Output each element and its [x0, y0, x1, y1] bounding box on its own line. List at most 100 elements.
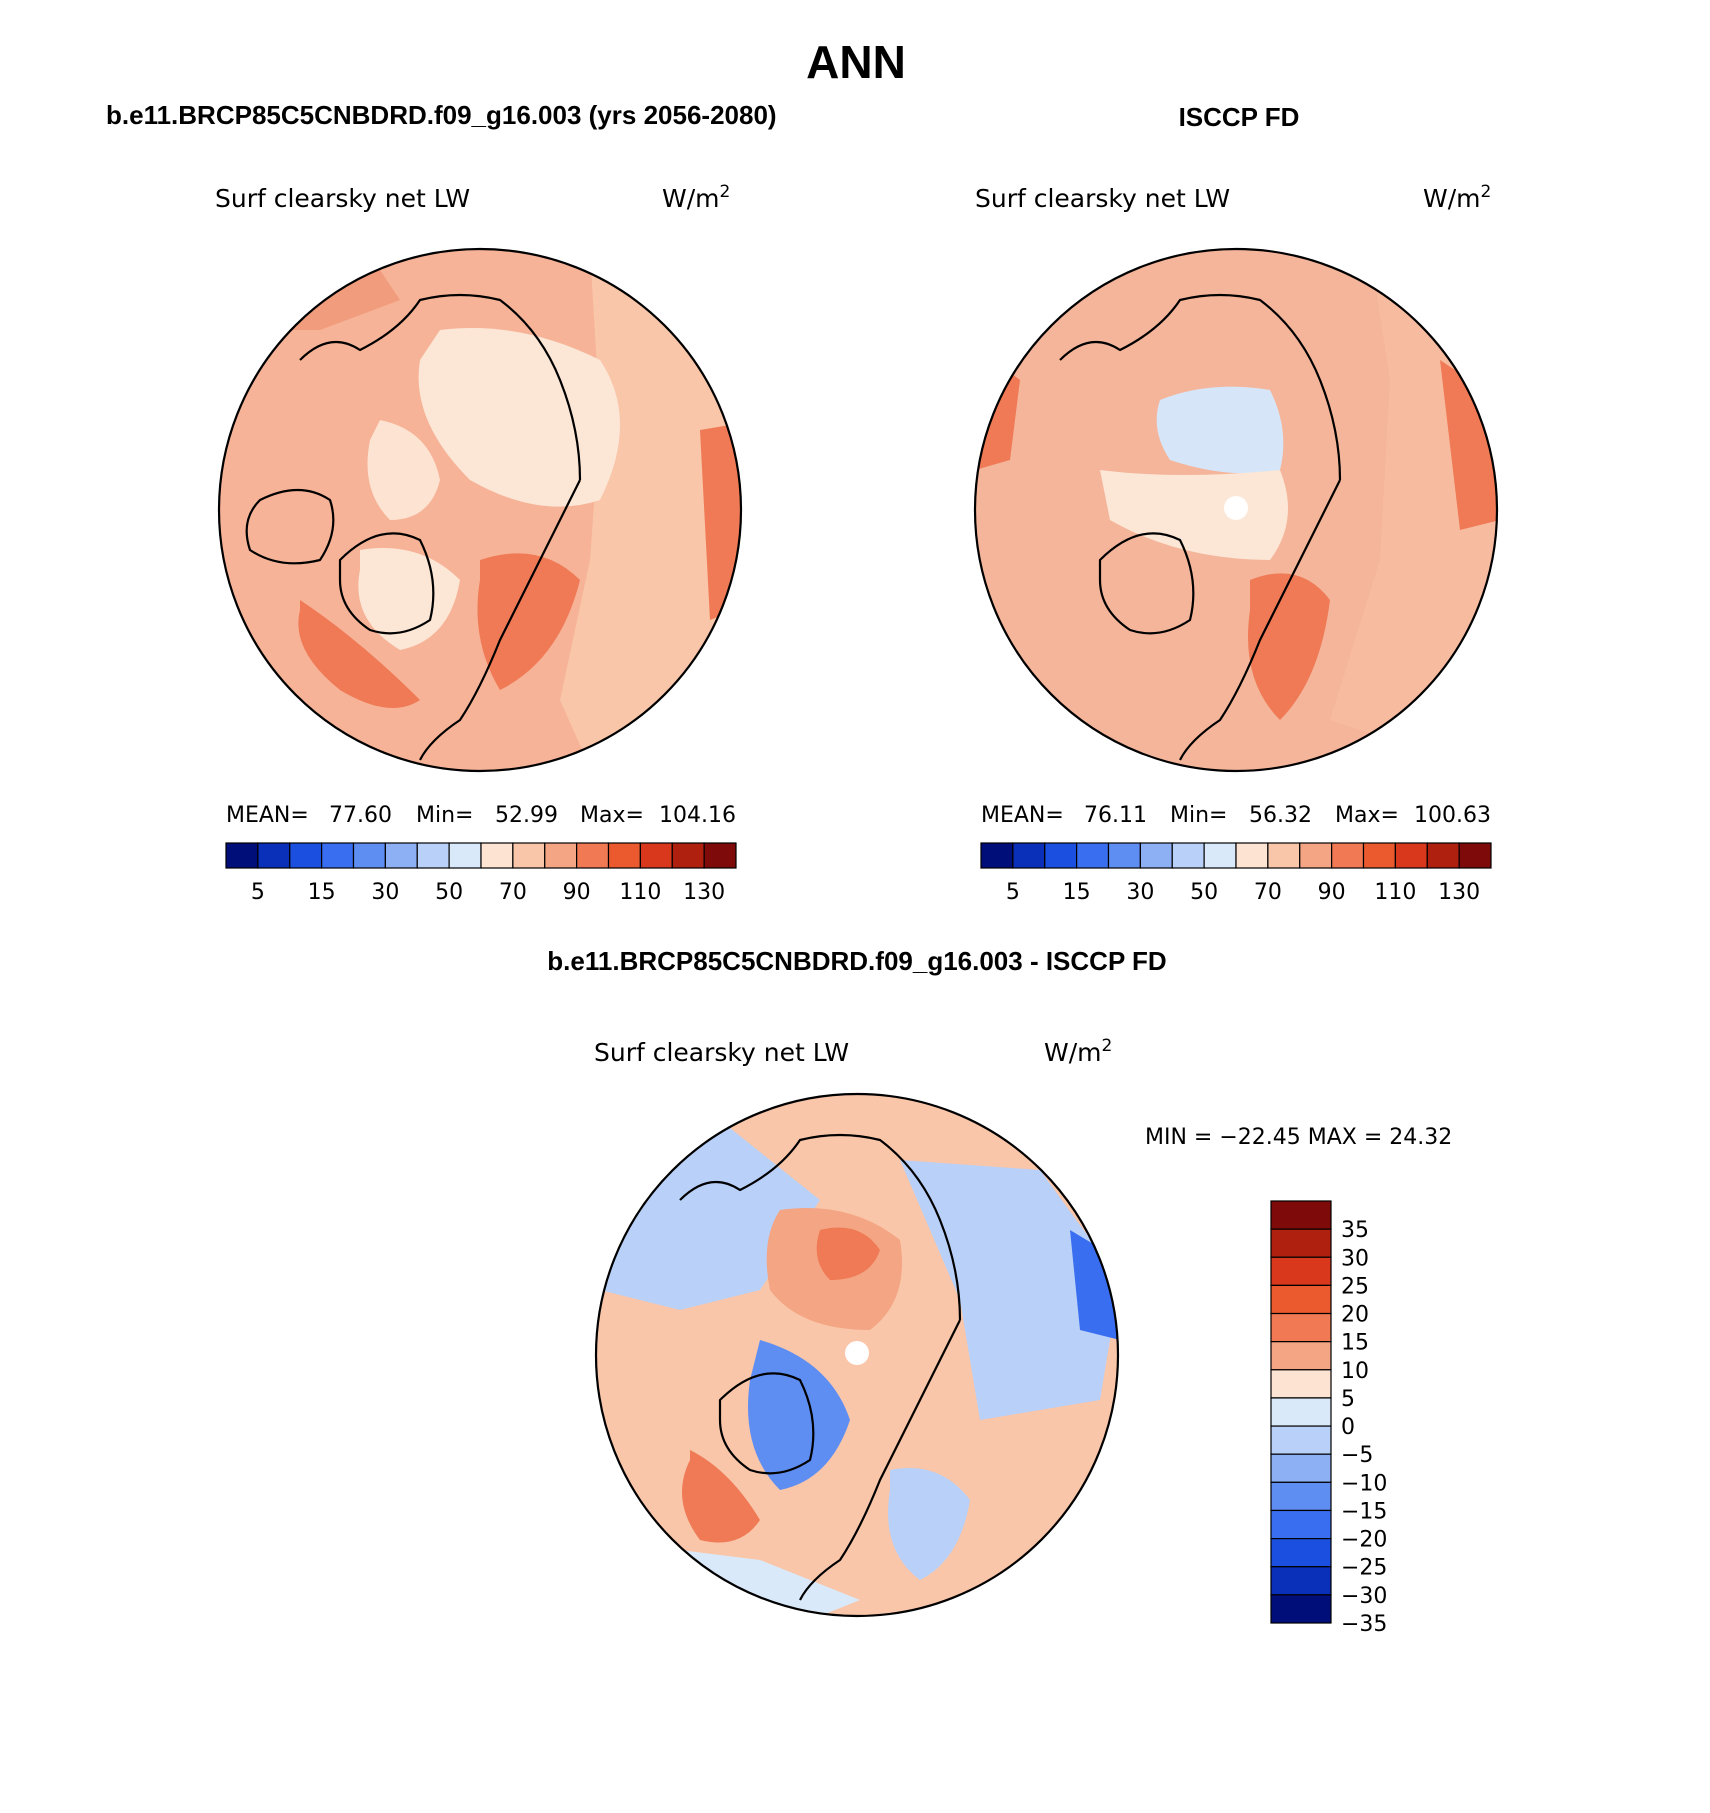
map-field-arctic: [418, 328, 620, 507]
colorbar-tick-label: 50: [1190, 880, 1218, 905]
coastline-canada-a: [245, 489, 335, 565]
colorbar-swatch: [1270, 1312, 1332, 1343]
stat-max-value: 104.16: [659, 803, 736, 828]
panel-diff-map: [596, 1094, 1118, 1616]
colorbar-tick-label: 10: [1341, 1359, 1369, 1384]
colorbar-tick-label: −20: [1341, 1528, 1387, 1553]
panel-obs-units: W/m2: [1423, 182, 1491, 213]
colorbar-swatch: [1458, 842, 1492, 869]
colorbar-swatch: [480, 842, 514, 869]
colorbar-tick-label: 70: [1254, 880, 1282, 905]
colorbar-swatch: [1299, 842, 1333, 869]
stat-mean-label: MEAN=: [981, 803, 1064, 828]
colorbar-swatch: [1270, 1228, 1332, 1258]
panel-obs: ISCCP FD Surf clearsky net LW W/m2 MEAN=…: [973, 102, 1499, 905]
panel-diff-map-border: [594, 1092, 1120, 1618]
panel-diff-units: W/m2: [1044, 1036, 1112, 1067]
stat-min-value: 52.99: [495, 803, 558, 828]
panel-diff-pole-gap: [845, 1341, 869, 1365]
colorbar-swatch: [1270, 1453, 1332, 1483]
coastline-c: [679, 1133, 962, 1601]
colorbar-swatch: [1394, 842, 1428, 869]
coastline-greenland-a: [338, 532, 435, 635]
panel-model-colorbar: 5 15 30 50 70 90 110 130: [225, 842, 737, 905]
colorbar-swatch: [980, 842, 1014, 869]
map-field-greenland: [748, 1340, 850, 1490]
colorbar-swatch: [1044, 842, 1078, 869]
colorbar-swatch: [1270, 1256, 1332, 1287]
panel-obs-title: ISCCP FD: [1179, 102, 1300, 132]
colorbar-swatch: [1270, 1537, 1332, 1568]
colorbar-swatch: [1139, 842, 1173, 869]
colorbar-swatch: [1270, 1369, 1332, 1399]
colorbar-tick-label: 110: [1374, 880, 1416, 905]
colorbar-tick-label: 50: [435, 880, 463, 905]
colorbar-tick-label: 35: [1341, 1218, 1369, 1243]
colorbar-swatch: [1331, 842, 1365, 869]
colorbar-swatch: [1267, 842, 1301, 869]
colorbar-swatch: [703, 842, 737, 869]
colorbar-tick-label: 15: [1063, 880, 1091, 905]
stat-min-value: 56.32: [1249, 803, 1312, 828]
colorbar-swatch: [1235, 842, 1269, 869]
panel-model-units: W/m2: [662, 182, 730, 213]
colorbar-tick-label: 15: [1341, 1331, 1369, 1356]
map-field-arctic-max: [816, 1227, 880, 1280]
coastline-greenland-b: [1098, 532, 1195, 635]
panel-model-variable: Surf clearsky net LW: [215, 184, 470, 213]
map-field-east-pacific: [700, 420, 741, 620]
colorbar-swatch: [257, 842, 291, 869]
colorbar-tick-label: −10: [1341, 1471, 1387, 1496]
map-field-atlantic: [682, 1450, 760, 1543]
panel-diff-variable: Surf clearsky net LW: [594, 1038, 849, 1067]
colorbar-swatch: [1270, 1509, 1332, 1540]
stat-mean-label: MEAN=: [226, 803, 309, 828]
colorbar-swatch: [1270, 1481, 1332, 1512]
panel-diff-minmax: MIN = −22.45 MAX = 24.32: [1145, 1125, 1452, 1150]
map-field-scandinavia: [1248, 573, 1330, 720]
colorbar-swatch: [352, 842, 386, 869]
colorbar-tick-label: −15: [1341, 1499, 1387, 1524]
panel-obs-pole-gap: [1224, 496, 1248, 520]
stat-min-label: Min=: [416, 803, 473, 828]
colorbar-tick-label: 15: [308, 880, 336, 905]
colorbar-tick-label: 90: [563, 880, 591, 905]
colorbar-tick-label: 110: [619, 880, 661, 905]
stat-max-label: Max=: [1335, 803, 1399, 828]
colorbar-tick-label: 30: [371, 880, 399, 905]
colorbar-tick-label: 90: [1318, 880, 1346, 905]
colorbar-swatch: [448, 842, 482, 869]
colorbar-tick-label: 130: [1438, 880, 1480, 905]
colorbar-swatch: [1012, 842, 1046, 869]
panel-diff-title: b.e11.BRCP85C5CNBDRD.f09_g16.003 - ISCCP…: [547, 946, 1166, 976]
panel-obs-map-border: [973, 247, 1499, 773]
colorbar-swatch: [1270, 1284, 1332, 1315]
colorbar-swatch: [544, 842, 578, 869]
colorbar-tick-label: 70: [499, 880, 527, 905]
colorbar-swatch: [576, 842, 610, 869]
panel-model-map-border: [217, 247, 743, 773]
panel-obs-colorbar: 5 15 30 50 70 90 110 130: [980, 842, 1492, 905]
colorbar-swatch: [1270, 1200, 1332, 1230]
colorbar-tick-label: 5: [251, 880, 265, 905]
colorbar-swatch: [1203, 842, 1237, 869]
colorbar-swatch: [1270, 1397, 1332, 1427]
page-title: ANN: [806, 36, 906, 88]
colorbar-swatch: [1107, 842, 1141, 869]
coastline-a: [299, 293, 582, 761]
colorbar-swatch: [1270, 1341, 1332, 1371]
colorbar-swatch: [1076, 842, 1110, 869]
colorbar-tick-label: 0: [1341, 1415, 1355, 1440]
coastline-b: [1059, 293, 1342, 761]
colorbar-tick-label: 30: [1341, 1246, 1369, 1271]
stat-mean-value: 77.60: [329, 803, 392, 828]
colorbar-tick-label: 20: [1341, 1303, 1369, 1328]
colorbar-tick-label: 30: [1126, 880, 1154, 905]
panel-model-title: b.e11.BRCP85C5CNBDRD.f09_g16.003 (yrs 20…: [106, 100, 777, 130]
colorbar-tick-label: −5: [1341, 1443, 1373, 1468]
panel-diff: b.e11.BRCP85C5CNBDRD.f09_g16.003 - ISCCP…: [547, 946, 1452, 1637]
colorbar-swatch: [639, 842, 673, 869]
colorbar-swatch: [671, 842, 705, 869]
stat-max-value: 100.63: [1414, 803, 1491, 828]
